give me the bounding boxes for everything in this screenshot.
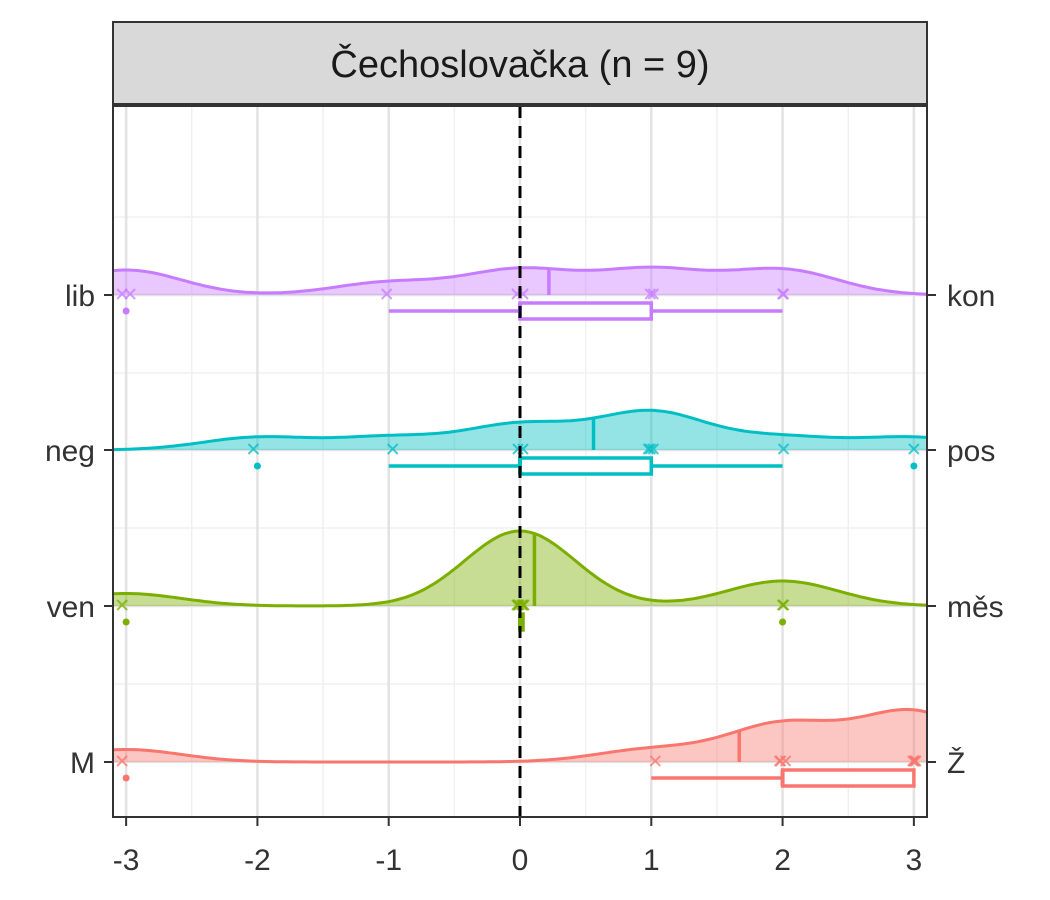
data-point — [124, 288, 136, 300]
data-point — [773, 755, 786, 767]
right-category-label: kon — [947, 280, 995, 313]
x-tick-label: -3 — [113, 844, 140, 877]
outlier-point — [122, 307, 130, 315]
data-point — [908, 443, 920, 455]
density-area — [113, 267, 927, 295]
data-point — [908, 755, 920, 767]
data-point — [647, 288, 659, 300]
data-point — [247, 443, 260, 455]
data-point — [644, 443, 656, 455]
outlier-point — [253, 462, 261, 470]
outlier-point — [122, 618, 130, 626]
right-category-label: pos — [947, 435, 995, 468]
x-tick-label: 0 — [512, 844, 529, 877]
x-tick-label: 2 — [774, 844, 791, 877]
facet-strip-background — [112, 21, 928, 105]
data-point — [513, 599, 525, 611]
data-point — [647, 443, 659, 455]
data-point — [116, 755, 128, 767]
data-point — [387, 443, 399, 455]
right-category-label: Ž — [947, 747, 965, 780]
data-point — [116, 599, 128, 611]
left-category-label: lib — [65, 280, 95, 313]
data-point — [381, 288, 393, 300]
left-category-label: ven — [47, 591, 95, 624]
row-M-Ž — [112, 707, 928, 788]
x-tick-label: 3 — [906, 844, 923, 877]
x-tick-label: -1 — [375, 844, 402, 877]
outlier-point — [779, 618, 787, 626]
data-point — [777, 443, 790, 455]
outlier-point — [122, 774, 130, 782]
data-point — [649, 755, 661, 767]
box-iqr — [780, 768, 916, 788]
data-point — [776, 288, 789, 300]
facet-strip-title: Čechoslovačka (n = 9) — [330, 42, 709, 86]
outlier-point — [910, 462, 918, 470]
left-category-label: neg — [45, 435, 95, 468]
x-tick-label: 1 — [643, 844, 660, 877]
density-area — [113, 709, 927, 762]
data-point — [644, 288, 656, 300]
density-curve — [112, 707, 928, 764]
right-category-label: měs — [947, 591, 1004, 624]
x-tick-label: -2 — [244, 844, 271, 877]
data-point — [642, 443, 654, 455]
density-curve — [112, 408, 928, 452]
axis-layer: -3 -2 -1 0 1 2 3 lib kon neg pos ven měs M Ž — [45, 280, 1004, 877]
box-iqr — [518, 456, 654, 476]
box-iqr — [518, 301, 654, 321]
facet-strip: Čechoslovačka (n = 9) — [112, 21, 928, 105]
data-point — [776, 599, 789, 611]
left-category-label: M — [70, 747, 95, 780]
